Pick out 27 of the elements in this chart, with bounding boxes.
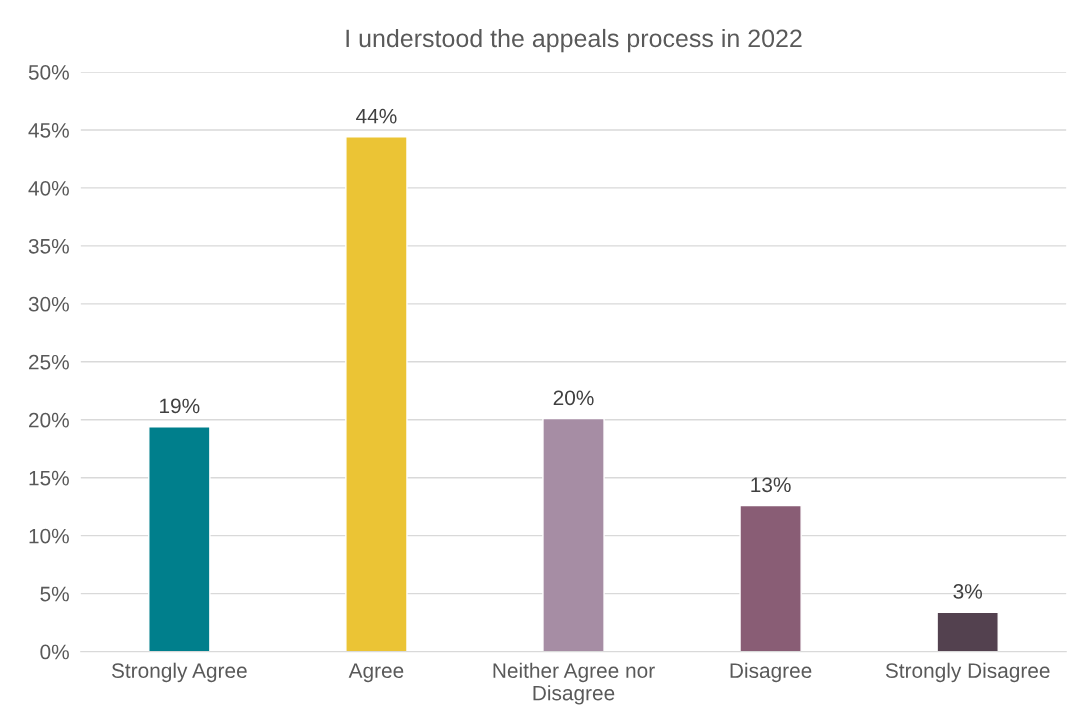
y-tick-label: 45% (28, 123, 69, 138)
bar (936, 611, 999, 652)
x-tick-label: Disagree (730, 662, 812, 683)
y-tick-label: 35% (28, 238, 69, 254)
chart-title: I understood the appeals process in 2022 (346, 28, 802, 53)
bar (148, 426, 211, 652)
y-tick-label: 15% (29, 470, 69, 486)
bar (542, 417, 605, 652)
data-label: 13% (751, 477, 791, 493)
data-label: 3% (953, 584, 982, 599)
data-label: 20% (553, 390, 594, 406)
bar (345, 136, 408, 652)
y-tick-label: 30% (28, 296, 69, 312)
y-tick-label: 25% (29, 354, 69, 370)
data-label: 44% (356, 108, 397, 124)
y-tick-label: 10% (29, 528, 69, 544)
bar (739, 504, 802, 652)
y-tick-label: 50% (28, 65, 69, 80)
x-tick-label: Neither Agree nor Disagree (493, 662, 655, 705)
data-label: 19% (160, 398, 200, 414)
x-tick-label: Strongly Disagree (885, 662, 1050, 683)
x-tick-label: Agree (348, 663, 404, 683)
y-tick-label: 5% (40, 586, 69, 602)
y-tick-label: 20% (29, 412, 69, 428)
y-tick-label: 40% (28, 180, 69, 196)
y-tick-label: 0% (40, 644, 69, 660)
x-tick-label: Strongly Agree (111, 662, 247, 683)
